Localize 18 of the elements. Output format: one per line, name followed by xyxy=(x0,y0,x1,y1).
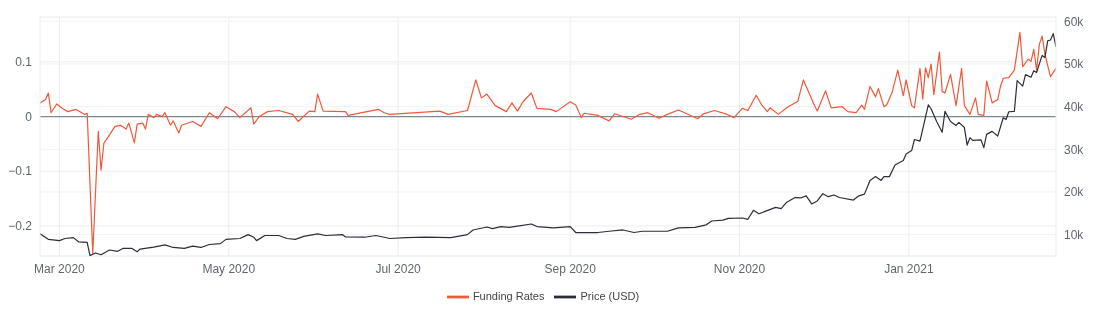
x-tick-label: May 2020 xyxy=(202,261,256,276)
y2-tick-label: 50k xyxy=(1064,57,1085,72)
y2-tick-label: 40k xyxy=(1064,99,1085,114)
y-tick-label: 0.1 xyxy=(15,55,33,70)
y-tick-label: 0 xyxy=(25,109,33,124)
y-tick-label: −0.1 xyxy=(8,164,33,179)
y-tick-label: −0.2 xyxy=(8,219,33,234)
x-tick-label: Mar 2020 xyxy=(34,261,86,276)
legend-label: Funding Rates xyxy=(472,289,545,302)
y2-tick-label: 60k xyxy=(1064,14,1085,29)
y2-tick-label: 10k xyxy=(1064,227,1085,242)
x-tick-label: Jan 2021 xyxy=(884,261,934,276)
y2-tick-label: 20k xyxy=(1064,185,1085,200)
x-tick-label: Nov 2020 xyxy=(713,261,766,276)
legend-label: Price (USD) xyxy=(580,289,640,302)
x-tick-label: Jul 2020 xyxy=(375,261,422,276)
x-tick-label: Sep 2020 xyxy=(544,261,597,276)
y2-tick-label: 30k xyxy=(1064,142,1085,157)
